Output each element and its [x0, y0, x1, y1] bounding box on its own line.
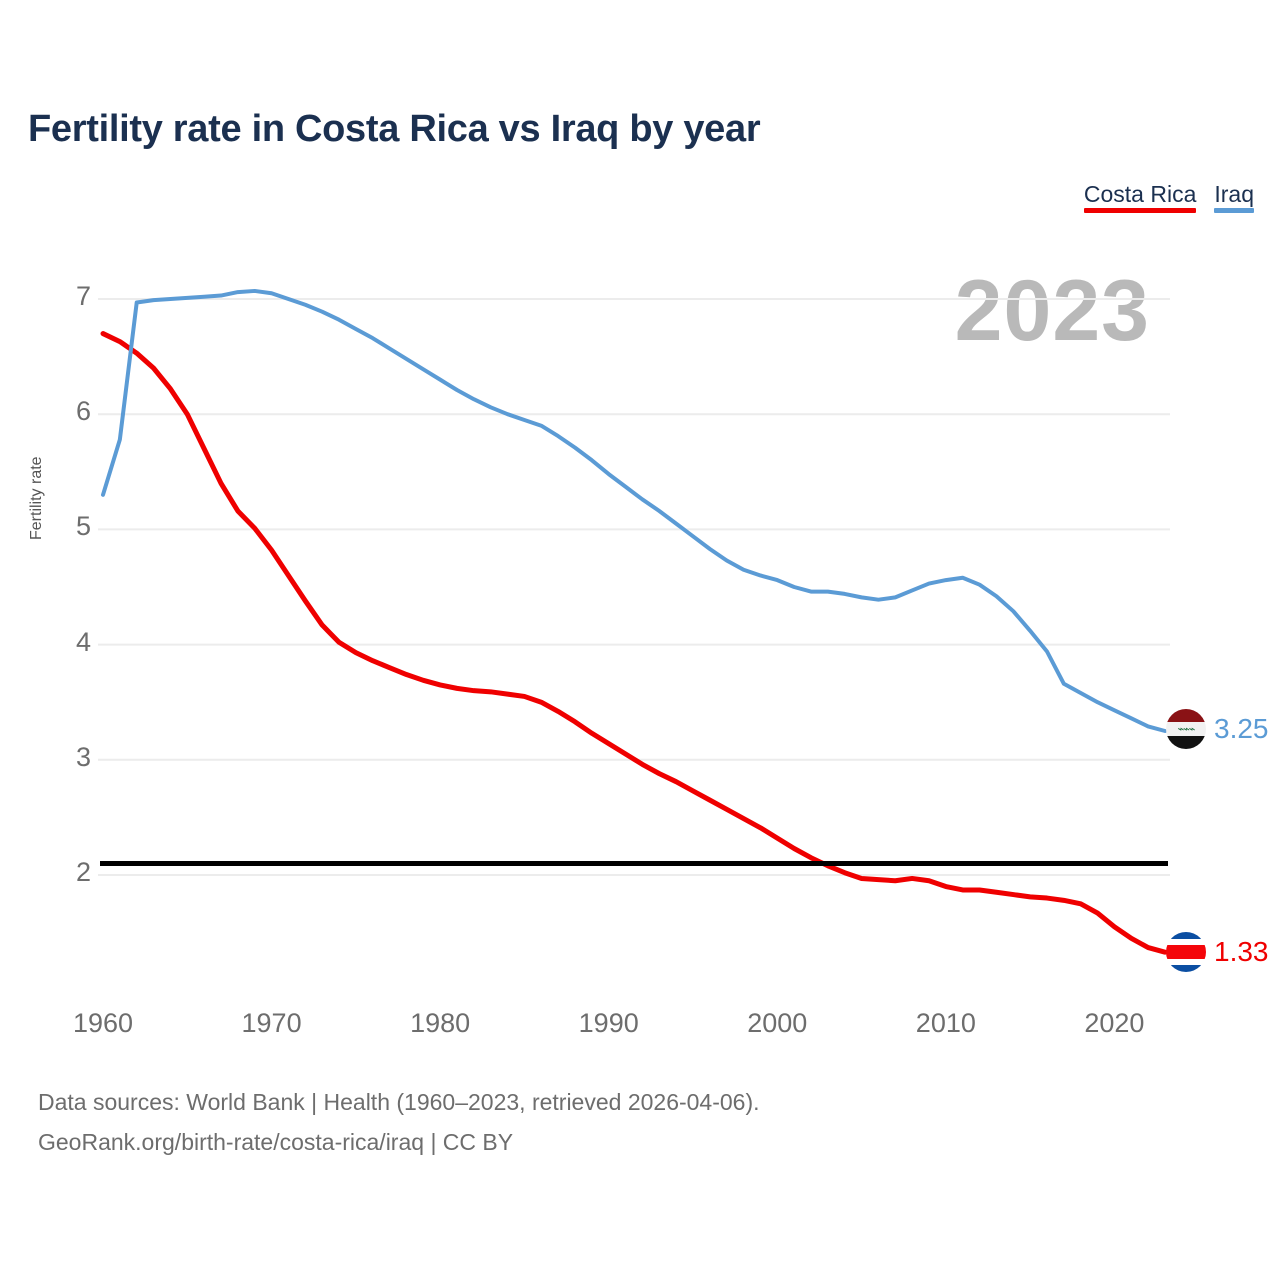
x-tick-label: 1990 — [578, 1008, 639, 1038]
footer-data-sources: Data sources: World Bank | Health (1960–… — [38, 1089, 760, 1115]
endpoint-marker-iraq[interactable]: ⌁⌁⌁ 3.25 — [1166, 709, 1269, 749]
legend-label-iraq: Iraq — [1214, 181, 1254, 207]
x-tick-label: 1980 — [410, 1008, 471, 1038]
page-title: Fertility rate in Costa Rica vs Iraq by … — [28, 108, 761, 150]
y-tick-label: 5 — [75, 511, 91, 542]
legend-label-costa-rica: Costa Rica — [1083, 181, 1197, 207]
year-watermark: 2023 — [954, 263, 1150, 359]
y-tick-label: 4 — [75, 626, 91, 657]
legend-swatch-costa-rica — [1083, 208, 1197, 214]
endpoint-value-iraq: 3.25 — [1214, 713, 1269, 744]
iraq-flag-icon: ⌁⌁⌁ — [1166, 709, 1206, 749]
endpoint-value-costa-rica: 1.33 — [1214, 936, 1269, 967]
y-tick-label: 6 — [75, 396, 91, 427]
y-tick-label: 3 — [75, 741, 91, 772]
chart-footer: Data sources: World Bank | Health (1960–… — [38, 1082, 760, 1163]
y-tick-label: 2 — [75, 857, 91, 887]
x-tick-label: 1970 — [241, 1008, 302, 1038]
x-tick-label: 2000 — [747, 1008, 808, 1038]
y-tick-label: 7 — [75, 281, 91, 311]
x-tick-label: 2010 — [915, 1008, 976, 1038]
footer-attribution: GeoRank.org/birth-rate/costa-rica/iraq |… — [38, 1129, 514, 1156]
x-tick-label: 1960 — [72, 1008, 134, 1038]
x-tick-label: 2020 — [1084, 1008, 1145, 1038]
endpoint-marker-costa-rica[interactable]: 1.33 — [1166, 932, 1269, 972]
legend-swatch-iraq — [1214, 208, 1254, 214]
chart-legend: Costa Rica Iraq — [1083, 181, 1254, 214]
costa-rica-flag-icon — [1166, 932, 1206, 972]
legend-item-iraq[interactable]: Iraq — [1214, 181, 1254, 214]
legend-item-costa-rica[interactable]: Costa Rica — [1083, 181, 1197, 214]
